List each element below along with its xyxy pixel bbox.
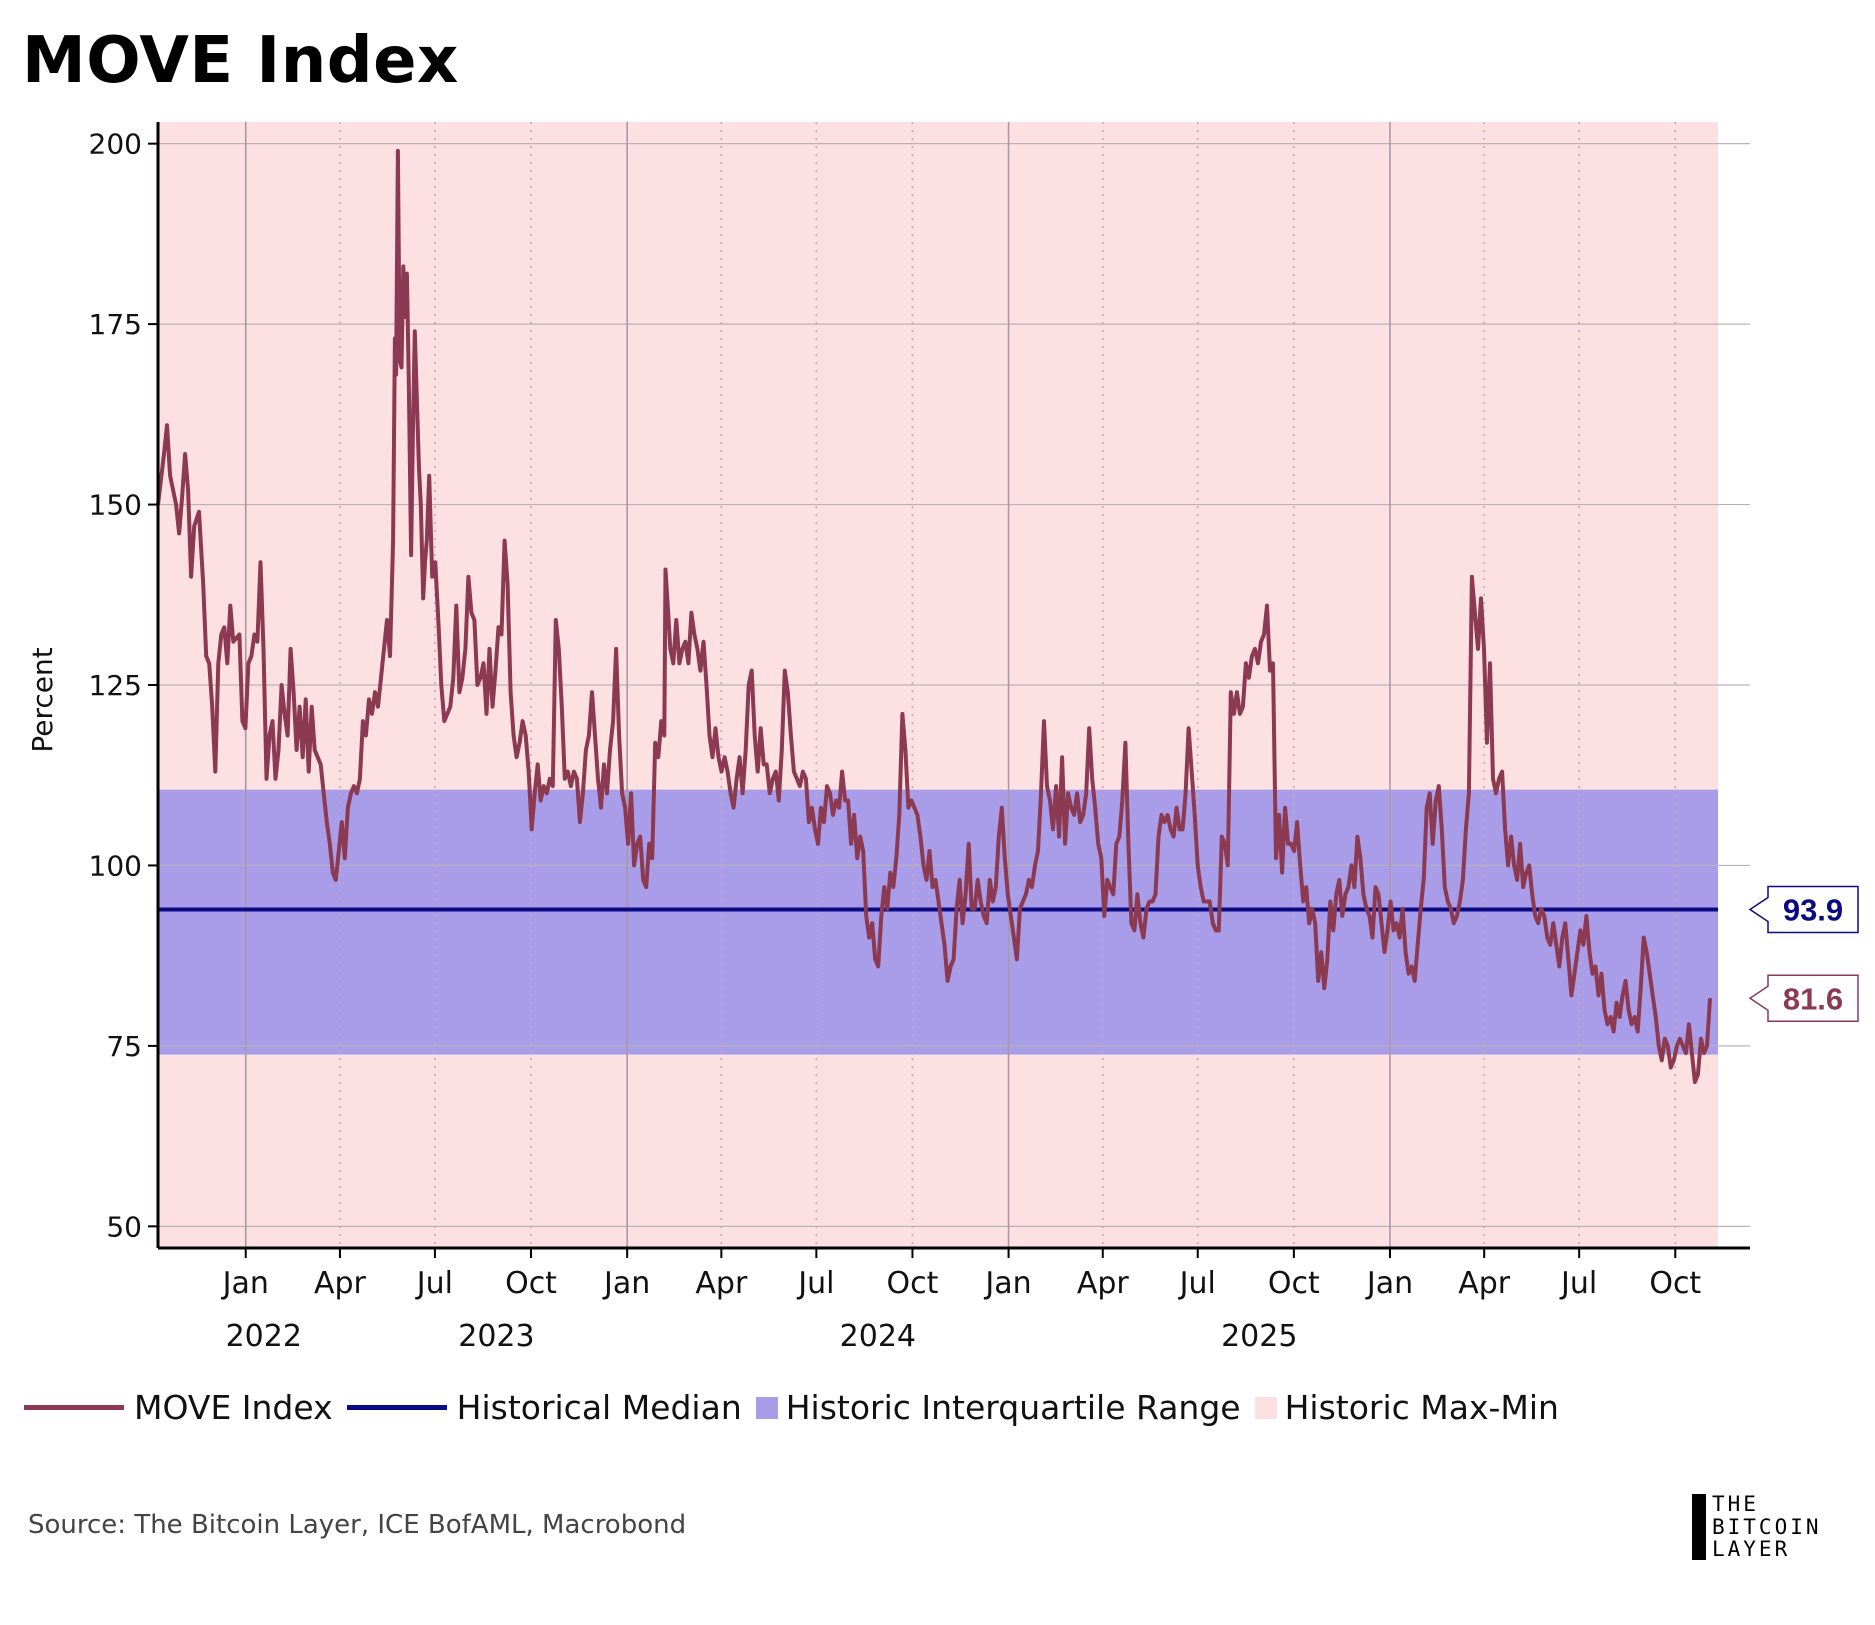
- logo-bar-icon: [1692, 1494, 1706, 1560]
- legend-item-iqr: Historic Interquartile Range: [755, 1388, 1241, 1427]
- legend-item-median: Historical Median: [346, 1388, 742, 1427]
- logo-line-3: LAYER: [1712, 1537, 1791, 1561]
- legend-label-maxmin: Historic Max-Min: [1284, 1388, 1559, 1427]
- source-note: Source: The Bitcoin Layer, ICE BofAML, M…: [28, 1510, 687, 1540]
- legend-swatch-move: [24, 1405, 124, 1410]
- logo-text: THE BITCOIN LAYER: [1712, 1494, 1822, 1560]
- y-tick-label: 50: [106, 1210, 142, 1243]
- median-end-label-box: [1748, 885, 1859, 934]
- x-year-label: 2023: [458, 1319, 534, 1354]
- x-tick-label: Oct: [1268, 1266, 1320, 1301]
- y-tick-label: 150: [89, 489, 142, 522]
- y-tick-label: 200: [89, 128, 142, 161]
- x-year-label: 2022: [226, 1319, 302, 1354]
- legend: MOVE Index Historical Median Historic In…: [24, 1388, 1573, 1427]
- median-end-label: 93.9: [1748, 885, 1859, 934]
- y-tick-label: 75: [106, 1030, 142, 1063]
- x-tick-label: Jul: [1178, 1266, 1216, 1301]
- bitcoin-layer-logo: THE BITCOIN LAYER: [1692, 1494, 1822, 1560]
- series-move-index: [156, 148, 1712, 1084]
- x-tick-label: Apr: [1458, 1266, 1511, 1301]
- y-axis-label: Percent: [26, 647, 59, 752]
- x-tick-label: Jan: [1365, 1266, 1413, 1301]
- chart-title: MOVE Index: [22, 24, 459, 98]
- move-end-label-text: 81.6: [1783, 981, 1843, 1016]
- x-tick-label: Jan: [983, 1266, 1031, 1301]
- y-tick-label: 175: [89, 308, 142, 341]
- x-tick-label: Jul: [415, 1266, 453, 1301]
- x-tick-label: Jan: [602, 1266, 650, 1301]
- x-tick-label: Jul: [796, 1266, 834, 1301]
- x-year-label: 2024: [840, 1319, 916, 1354]
- median-end-label-text: 93.9: [1783, 892, 1843, 927]
- x-tick-label: Oct: [505, 1266, 557, 1301]
- x-year-label: 2025: [1221, 1319, 1297, 1354]
- legend-label-move: MOVE Index: [134, 1388, 333, 1427]
- legend-item-maxmin: Historic Max-Min: [1254, 1388, 1559, 1427]
- legend-label-median: Historical Median: [456, 1388, 742, 1427]
- logo-line-1: THE: [1712, 1492, 1759, 1516]
- logo-line-2: BITCOIN: [1712, 1514, 1822, 1539]
- x-tick-label: Oct: [887, 1266, 939, 1301]
- x-tick-label: Apr: [314, 1266, 367, 1301]
- y-tick-label: 125: [89, 669, 142, 702]
- move-end-label-box: [1748, 974, 1859, 1023]
- y-tick-label: 100: [89, 849, 142, 882]
- move-end-label: 81.6: [1748, 974, 1859, 1023]
- legend-swatch-median: [346, 1405, 447, 1410]
- legend-swatch-iqr: [755, 1396, 778, 1419]
- x-tick-label: Oct: [1649, 1266, 1701, 1301]
- legend-item-move: MOVE Index: [24, 1388, 333, 1427]
- x-tick-label: Apr: [1077, 1266, 1130, 1301]
- legend-swatch-maxmin: [1254, 1396, 1277, 1419]
- x-tick-label: Jan: [221, 1266, 269, 1301]
- band-interquartile-range: [158, 789, 1718, 1055]
- x-tick-label: Apr: [695, 1266, 748, 1301]
- legend-label-iqr: Historic Interquartile Range: [785, 1388, 1241, 1427]
- x-tick-label: Jul: [1559, 1266, 1597, 1301]
